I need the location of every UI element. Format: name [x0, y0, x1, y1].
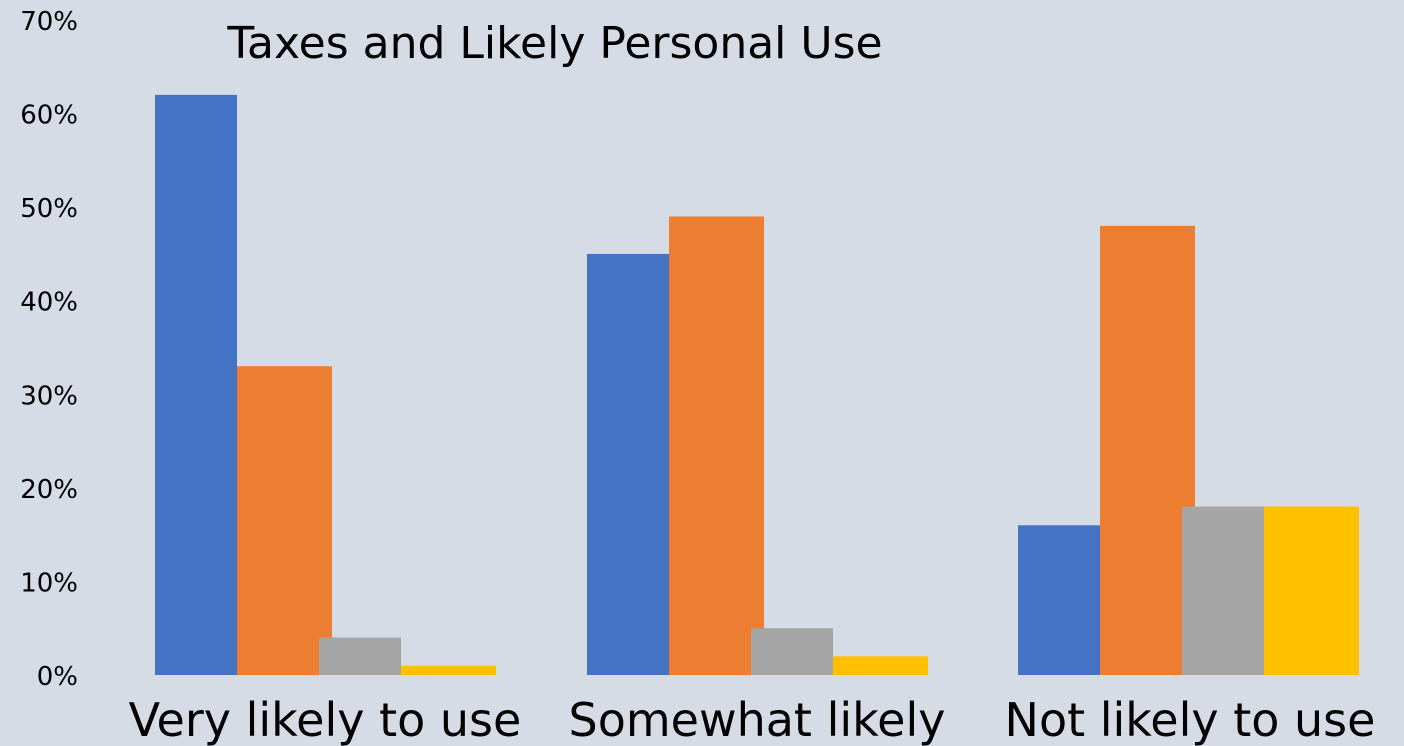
x-axis: Very likely to use Somewhat likely Not lik…: [129, 693, 1376, 746]
x-category-label: Very likely to use: [129, 693, 522, 746]
bar: [1018, 525, 1100, 675]
y-tick-label: 40%: [20, 288, 78, 318]
y-tick-label: 0%: [37, 662, 78, 692]
bar: [237, 366, 332, 675]
chart-title: Taxes and Likely Personal Use: [226, 18, 882, 69]
bar: [319, 637, 401, 675]
bar: [587, 253, 669, 675]
bar: [155, 94, 237, 676]
bar: [751, 628, 833, 675]
x-category-label: Not likely to use: [1005, 693, 1376, 746]
bar: [1264, 506, 1359, 675]
bar: [1182, 506, 1264, 675]
bar: [833, 656, 928, 675]
y-tick-label: 20%: [20, 475, 78, 505]
bar: [401, 665, 496, 675]
bar: [1100, 225, 1195, 675]
y-tick-label: 10%: [20, 568, 78, 598]
y-tick-label: 50%: [20, 194, 78, 224]
bar: [669, 216, 764, 675]
y-tick-label: 30%: [20, 381, 78, 411]
y-tick-label: 70%: [20, 7, 78, 37]
y-tick-label: 60%: [20, 101, 78, 131]
x-category-label: Somewhat likely: [569, 693, 946, 746]
bars: [155, 94, 1359, 676]
